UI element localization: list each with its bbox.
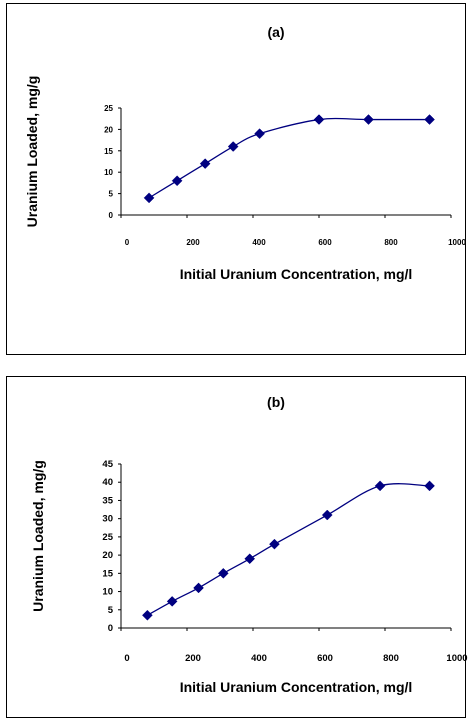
chart-a-series-line [148, 117, 430, 199]
chart-a-data-point [227, 141, 239, 152]
chart-b: (b) 0 5 10 15 20 25 30 35 40 45 0 200 400 600 800 1000 In… [30, 394, 468, 695]
chart-b-data-point [166, 596, 178, 607]
chart-b-y-tick-label: 10 [102, 587, 113, 598]
chart-a-x-tick-label: 1000 [448, 238, 466, 247]
chart-b-data-point [374, 480, 386, 492]
chart-b-y-label: Uranium Loaded, mg/g [30, 460, 46, 612]
chart-b-x-tick-label: 1000 [446, 653, 467, 664]
chart-b-y-tick-label: 35 [102, 495, 113, 506]
chart-b-data-point [193, 582, 204, 594]
chart-a-data-point [171, 175, 183, 187]
chart-a: (a) 0 5 10 15 20 25 0 200 400 600 800 1000 Initial Ur… [24, 24, 466, 282]
chart-a-y-tick-label: 10 [104, 168, 113, 177]
chart-a-y-tick-label: 25 [104, 104, 113, 113]
chart-b-data-point [321, 509, 333, 521]
chart-a-data-point [199, 158, 211, 169]
chart-a-x-tick-label: 400 [252, 238, 266, 247]
chart-b-data-point [142, 609, 153, 621]
chart-a-y-label: Uranium Loaded, mg/g [24, 76, 40, 228]
chart-a-data-point [143, 192, 155, 204]
chart-panel-b: (b) 0 5 10 15 20 25 30 35 40 45 0 200 400 600 800 1000 In… [6, 376, 468, 718]
chart-a-x-label: Initial Uranium Concentration, mg/l [180, 266, 413, 282]
chart-b-y-tick-label: 5 [108, 605, 114, 616]
chart-a-x-tick-label: 0 [125, 238, 130, 247]
chart-b-y-tick-label: 0 [108, 623, 113, 634]
chart-a-data-point [313, 114, 325, 125]
chart-panel-a: (a) 0 5 10 15 20 25 0 200 400 600 800 1000 Initial Ur… [6, 3, 466, 355]
chart-a-title: (a) [267, 24, 284, 40]
chart-b-x-tick-label: 0 [124, 653, 129, 664]
chart-b-y-tick-label: 15 [102, 568, 113, 579]
chart-b-data-point [424, 480, 435, 492]
chart-b-series-line [147, 483, 430, 616]
chart-b-data-point [269, 538, 280, 550]
chart-a-x-tick-label: 600 [318, 238, 332, 247]
chart-b-y-tick-label: 30 [102, 514, 113, 525]
chart-a-y-tick-label: 15 [104, 147, 113, 156]
chart-b-y-tick-label: 40 [102, 477, 113, 488]
chart-b-x-tick-label: 600 [317, 653, 333, 664]
chart-a-y-tick-label: 5 [109, 190, 114, 199]
chart-b-y-tick-label: 25 [102, 532, 113, 543]
chart-b-y-tick-label: 45 [102, 459, 113, 470]
chart-a-y-tick-label: 0 [109, 211, 114, 220]
chart-b-x-tick-label: 800 [383, 653, 399, 664]
chart-b-data-point [217, 567, 229, 579]
chart-b-data-point [244, 553, 256, 565]
chart-b-x-tick-label: 200 [185, 653, 201, 664]
chart-a-data-point [363, 114, 374, 125]
chart-a-y-tick-label: 20 [104, 125, 113, 134]
chart-b-x-tick-label: 400 [251, 653, 267, 664]
chart-b-y-tick-label: 20 [102, 550, 113, 561]
chart-a-x-tick-label: 200 [186, 238, 200, 247]
chart-a-x-tick-label: 800 [384, 238, 398, 247]
chart-a-data-point [424, 114, 435, 125]
chart-b-title: (b) [267, 394, 285, 410]
chart-b-x-label: Initial Uranium Concentration, mg/l [180, 679, 413, 695]
chart-a-data-point [254, 128, 265, 140]
